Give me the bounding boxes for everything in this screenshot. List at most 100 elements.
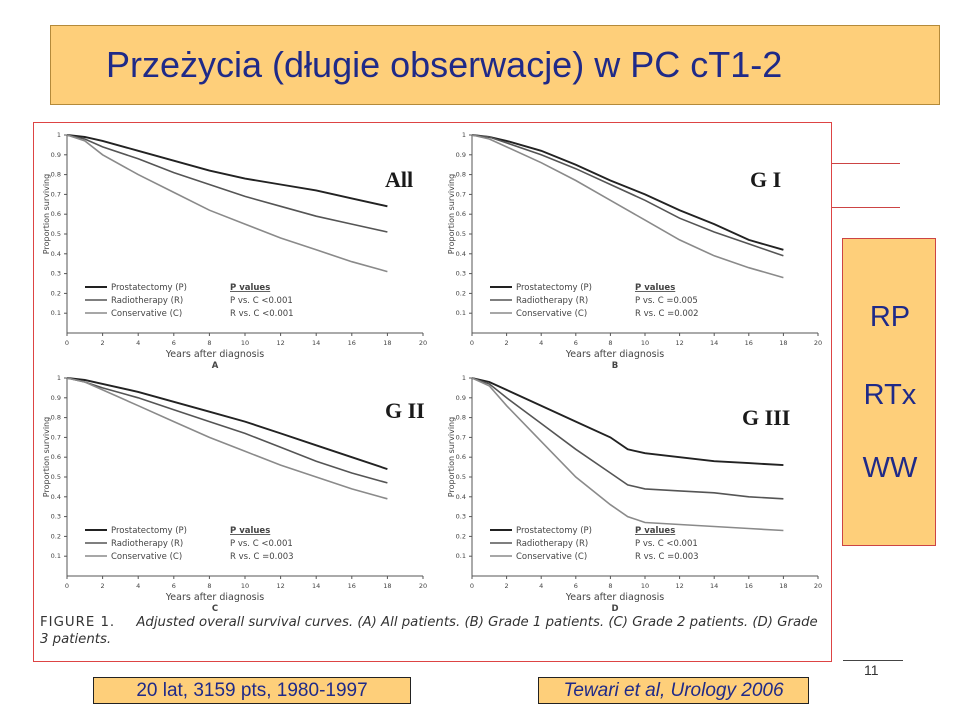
x-tick-label: 16 [348,339,356,347]
y-tick-label: 0.4 [456,250,466,258]
slide-number: 11 [864,662,879,678]
y-tick-label: 0.6 [51,210,61,218]
y-tick-label: 1 [57,131,61,139]
decorative-line [832,163,900,164]
x-tick-label: 20 [814,339,822,347]
legend-pvalue-line: R vs. C <0.001 [230,309,294,319]
y-tick-label: 0.3 [456,513,466,521]
y-tick-label: 0.5 [456,230,466,238]
legend-series-label: Radiotherapy (R) [111,539,183,549]
y-tick-label: 0.7 [456,433,466,441]
y-tick-label: 0.8 [456,414,466,422]
overlay-label-all: All [385,167,414,192]
x-tick-label: 14 [312,582,320,590]
overlay-label-g2: G II [385,398,425,423]
x-tick-label: 18 [383,339,391,347]
y-tick-label: 0.2 [456,532,466,540]
legend-pvalue-line: R vs. C =0.002 [635,309,699,319]
x-tick-label: 10 [641,339,649,347]
panel-letter: A [212,361,219,371]
x-tick-label: 18 [779,339,787,347]
x-tick-label: 4 [136,339,140,347]
chart-panel-b: 0 2 4 6 8 10 12 14 16 18 20 0.1 0.2 0.3 0.4 0.5 0.6 0.7 0.… [440,125,830,371]
legend-series-label: Radiotherapy (R) [516,539,588,549]
title-box: Przeżycia (długie obserwacje) w PC cT1-2 [50,25,940,105]
x-tick-label: 4 [136,582,140,590]
x-tick-label: 8 [207,339,211,347]
x-tick-label: 14 [710,582,718,590]
x-tick-label: 12 [675,339,683,347]
y-tick-label: 0.9 [456,151,466,159]
x-tick-label: 8 [608,582,612,590]
caption-figure-number: FIGURE 1. [40,615,116,630]
survival-curve-conservative [471,377,784,532]
panel-letter: C [212,604,218,614]
legend-pvalue-line: R vs. C =0.003 [635,552,699,562]
y-axis-label: Proportion surviving [447,174,456,254]
x-tick-label: 0 [470,582,474,590]
x-tick-label: 12 [276,339,284,347]
survival-curve-radiotherapy [66,377,388,484]
chart-svg-a: 0 2 4 6 8 10 12 14 16 18 20 0.1 0.2 0.3 0.4 0.5 0.6 0.7 0.… [42,131,427,371]
survival-curve-prostatectomy [66,134,388,208]
y-tick-label: 0.7 [456,190,466,198]
legend-pvalue-line: R vs. C =0.003 [230,552,294,562]
y-tick-label: 0.8 [51,171,61,179]
treatment-legend-box: RP RTx WW [842,238,936,546]
x-tick-label: 6 [172,582,176,590]
y-tick-label: 0.3 [456,270,466,278]
survival-curve-radiotherapy [66,134,388,233]
legend-series-label: Conservative (C) [111,552,182,562]
footer-study-info: 20 lat, 3159 pts, 1980-1997 [93,677,411,704]
x-tick-label: 10 [641,582,649,590]
overlay-label-g1: G I [750,167,782,192]
x-tick-label: 2 [101,339,105,347]
decorative-line [832,207,900,208]
y-tick-label: 0.1 [51,552,61,560]
y-tick-label: 0.8 [51,414,61,422]
y-tick-label: 0.8 [456,171,466,179]
x-tick-label: 0 [65,339,69,347]
survival-curve-conservative [471,134,784,279]
y-tick-label: 0.9 [51,394,61,402]
legend-item-ww: WW [862,452,918,484]
x-tick-label: 6 [574,582,578,590]
y-tick-label: 0.5 [51,473,61,481]
y-tick-label: 0.6 [456,210,466,218]
x-tick-label: 18 [383,582,391,590]
chart-panel-c: 0 2 4 6 8 10 12 14 16 18 20 0.1 0.2 0.3 0.4 0.5 0.6 0.7 0.… [35,368,435,614]
legend-pvalue-line: P vs. C <0.001 [230,296,293,306]
figure-caption: FIGURE 1. Adjusted overall survival curv… [40,614,825,648]
legend-series-label: Prostatectomy (P) [111,526,187,536]
y-tick-label: 0.6 [456,453,466,461]
x-tick-label: 20 [419,582,427,590]
y-tick-label: 0.9 [456,394,466,402]
x-tick-label: 8 [207,582,211,590]
x-tick-label: 16 [745,339,753,347]
panel-letter: B [612,361,618,371]
y-tick-label: 0.3 [51,513,61,521]
survival-curve-prostatectomy [471,377,784,467]
legend-series-label: Radiotherapy (R) [111,296,183,306]
survival-curve-prostatectomy [66,377,388,471]
y-tick-label: 0.4 [51,493,61,501]
x-tick-label: 12 [276,582,284,590]
x-tick-label: 6 [172,339,176,347]
x-tick-label: 14 [312,339,320,347]
y-tick-label: 0.9 [51,151,61,159]
y-tick-label: 1 [57,374,61,382]
x-axis-label: Years after diagnosis [565,349,665,360]
y-axis-label: Proportion surviving [447,417,456,497]
x-tick-label: 20 [419,339,427,347]
overlay-label-g3: G III [742,405,791,430]
legend-pvalue-line: P vs. C =0.005 [635,296,698,306]
footer-citation: Tewari et al, Urology 2006 [538,677,809,704]
y-tick-label: 0.1 [51,309,61,317]
legend-series-label: Conservative (C) [516,552,587,562]
x-tick-label: 4 [539,339,543,347]
x-tick-label: 16 [348,582,356,590]
survival-curve-conservative [66,134,388,273]
legend-item-rtx: RTx [863,379,917,411]
y-tick-label: 0.4 [456,493,466,501]
x-tick-label: 16 [745,582,753,590]
